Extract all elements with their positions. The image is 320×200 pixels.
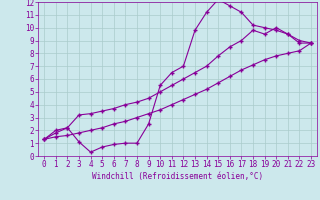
X-axis label: Windchill (Refroidissement éolien,°C): Windchill (Refroidissement éolien,°C) xyxy=(92,172,263,181)
